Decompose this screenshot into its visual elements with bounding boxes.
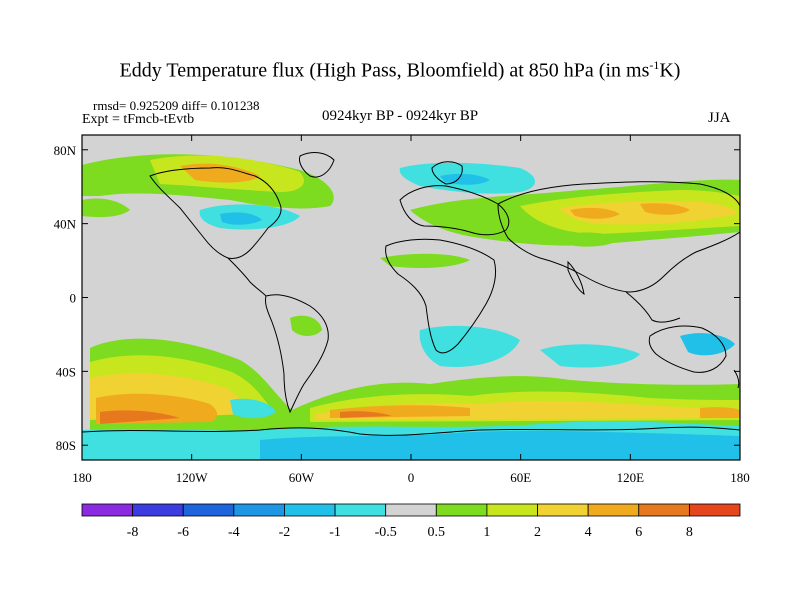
- coast-europe: [399, 185, 510, 236]
- title-unit-tail: K): [659, 59, 681, 82]
- coast-scandinavia: [431, 161, 463, 185]
- coast-south-america: [265, 294, 329, 414]
- coast-north-america: [149, 167, 282, 259]
- colorbar-swatch: [638, 503, 690, 517]
- contour-southern-track-darkorange: [100, 410, 392, 424]
- stats-label: rmsd= 0.925209 diff= 0.101238: [93, 98, 260, 113]
- contour-north-atlantic-negative-2: [440, 173, 490, 185]
- lat-tick-label: 40S: [56, 364, 76, 379]
- colorbar-swatch: [486, 503, 538, 517]
- colorbar-label: -1: [329, 525, 341, 540]
- colorbar-label: -0.5: [375, 525, 397, 540]
- longitude-axis: 180 120W 60W 0 60E 120E 180: [72, 135, 750, 485]
- colorbar-label: -4: [228, 525, 240, 540]
- colorbar-label: 0.5: [428, 525, 446, 540]
- lon-tick-label: 60E: [510, 470, 531, 485]
- colorbar-swatch: [537, 503, 589, 517]
- colorbar-label: 4: [585, 525, 592, 540]
- title-main: Eddy Temperature flux (High Pass, Bloomf…: [119, 59, 650, 82]
- lon-tick-label: 120W: [176, 470, 209, 485]
- lat-tick-label: 0: [70, 291, 77, 306]
- contour-north-pacific-negative-2: [220, 212, 262, 225]
- contour-north-pacific-green: [82, 198, 130, 218]
- coast-southeast-asia: [625, 291, 681, 323]
- contour-asia-green: [560, 232, 620, 247]
- colorbar-swatch: [132, 503, 184, 517]
- colorbar-swatch: [81, 503, 134, 517]
- lon-tick-label: 120E: [617, 470, 645, 485]
- contour-southern-track-orange: [96, 393, 740, 424]
- coast-central-america: [227, 257, 267, 297]
- lat-tick-label: 40N: [54, 217, 77, 232]
- coast-antarctica: [82, 426, 740, 436]
- lon-tick-label: 0: [408, 470, 415, 485]
- coastlines: [82, 152, 740, 436]
- contour-eurasia-orange: [570, 203, 690, 219]
- colorbar: -8 -6 -4 -2 -1 -0.5 0.5 1 2 4 6 8: [81, 503, 741, 540]
- experiment-label: Expt = tFmcb-tEvtb: [82, 112, 195, 127]
- contour-sahara-green: [380, 253, 470, 268]
- lon-tick-label: 60W: [289, 470, 315, 485]
- coast-australia: [648, 325, 727, 373]
- colorbar-swatch: [385, 503, 437, 517]
- contour-southern-track-gold: [90, 373, 740, 420]
- lat-tick-label: 80N: [54, 143, 77, 158]
- colorbar-label: 8: [686, 525, 693, 540]
- contour-southern-africa-negative: [419, 325, 520, 367]
- coast-india: [567, 260, 585, 296]
- colorbar-swatch: [435, 503, 488, 517]
- contour-south-indian-negative: [540, 344, 640, 368]
- colorbar-label: -6: [177, 525, 189, 540]
- colorbar-swatch: [284, 503, 336, 517]
- coast-africa: [385, 238, 497, 354]
- colorbar-label: -2: [279, 525, 291, 540]
- colorbar-label: 6: [635, 525, 642, 540]
- colorbar-swatch: [587, 503, 640, 517]
- colorbar-label: -8: [127, 525, 139, 540]
- chart-title: Eddy Temperature flux (High Pass, Bloomf…: [0, 58, 800, 83]
- contour-australia-negative: [680, 333, 735, 356]
- contour-south-america-green: [290, 315, 322, 336]
- season-label: JJA: [708, 110, 731, 126]
- latitude-axis: 80N 40N 0 40S 80S: [54, 143, 740, 453]
- lon-tick-label: 180: [730, 470, 750, 485]
- colorbar-label: 2: [534, 525, 541, 540]
- lat-tick-label: 80S: [56, 438, 76, 453]
- period-label: 0924kyr BP - 0924kyr BP: [322, 108, 479, 124]
- colorbar-swatch: [233, 503, 285, 517]
- contour-southwest-pacific-negative: [230, 398, 276, 419]
- contour-antarctic-negative-2: [260, 430, 740, 460]
- title-superscript: -1: [649, 58, 660, 72]
- coast-asia: [497, 181, 740, 293]
- lon-tick-label: 180: [72, 470, 92, 485]
- colorbar-swatch: [334, 503, 387, 517]
- colorbar-swatch: [182, 503, 235, 517]
- colorbar-swatch: [688, 503, 741, 517]
- coast-greenland: [299, 152, 335, 178]
- colorbar-label: 1: [483, 525, 490, 540]
